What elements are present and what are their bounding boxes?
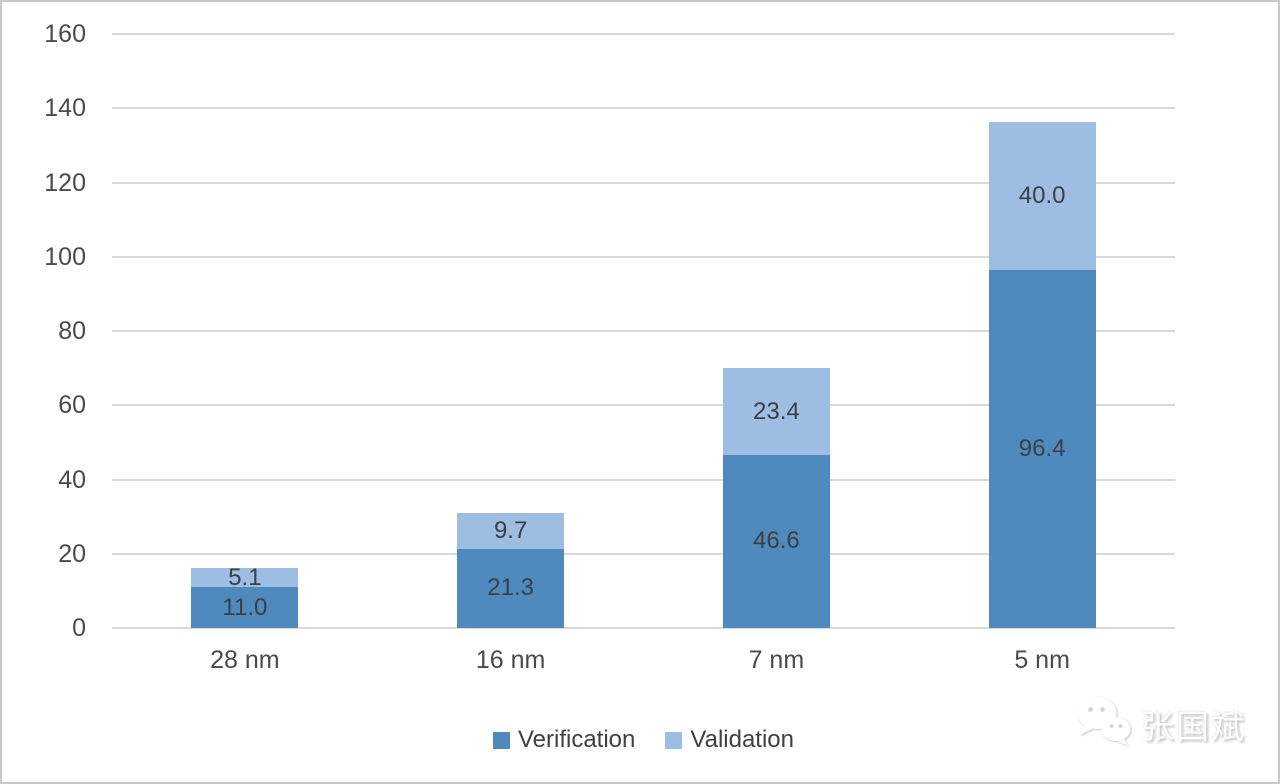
y-axis-tick-label: 20	[58, 539, 86, 568]
legend-swatch-verification	[492, 731, 510, 749]
bar-segment-verification: 11.0	[191, 587, 299, 628]
x-axis-category-label: 5 nm	[1014, 646, 1070, 674]
x-axis-category-label: 16 nm	[475, 646, 546, 674]
watermark-text: 张国斌	[1141, 707, 1246, 745]
y-axis-tick-label: 60	[58, 391, 86, 420]
gridline	[112, 107, 1175, 110]
bar-value-label: 5.1	[228, 563, 262, 591]
bar-value-label: 40.0	[1018, 181, 1066, 209]
wechat-logo-icon	[1075, 695, 1133, 752]
gridline	[112, 33, 1175, 35]
gridline	[112, 478, 1175, 481]
x-axis-category-label: 7 nm	[748, 646, 805, 674]
gridline	[112, 404, 1175, 407]
gridline	[112, 255, 1175, 258]
legend-item-verification: Verification	[492, 726, 636, 754]
legend: Verification Validation	[112, 726, 1175, 754]
bar-segment-validation: 40.0	[988, 121, 1096, 271]
y-axis-tick-label: 100	[44, 242, 86, 271]
bar-segment-verification: 46.6	[722, 454, 830, 628]
gridline	[112, 627, 1175, 629]
bar-value-label: 9.7	[493, 516, 528, 544]
gridline	[112, 181, 1175, 184]
bar-value-label: 21.3	[487, 574, 534, 602]
legend-label: Verification	[517, 726, 636, 753]
bar-value-label: 23.4	[753, 397, 800, 425]
bar-segment-verification: 96.4	[988, 270, 1096, 628]
y-axis-tick-label: 80	[58, 317, 86, 345]
bar-value-label: 46.6	[753, 527, 800, 555]
legend-label: Validation	[690, 726, 795, 753]
bar-value-label: 96.4	[1018, 435, 1066, 463]
bar-value-label: 11.0	[222, 593, 268, 621]
y-axis-tick-label: 40	[58, 465, 86, 494]
y-axis-tick-label: 140	[44, 94, 86, 123]
y-axis-tick-label: 120	[44, 168, 86, 197]
gridline	[112, 552, 1175, 555]
bar-segment-validation: 23.4	[722, 368, 830, 455]
legend-item-validation: Validation	[665, 726, 794, 754]
bar-segment-verification: 21.3	[457, 548, 565, 628]
bar-segment-validation: 9.7	[457, 512, 565, 549]
gridline	[112, 330, 1175, 332]
watermark: 张国斌	[1075, 695, 1246, 752]
bar-segment-validation: 5.1	[191, 564, 299, 591]
x-axis-category-label: 28 nm	[210, 646, 280, 674]
y-axis-tick-label: 0	[72, 614, 86, 642]
legend-swatch-validation	[665, 731, 683, 749]
y-axis-tick-label: 160	[44, 20, 86, 48]
